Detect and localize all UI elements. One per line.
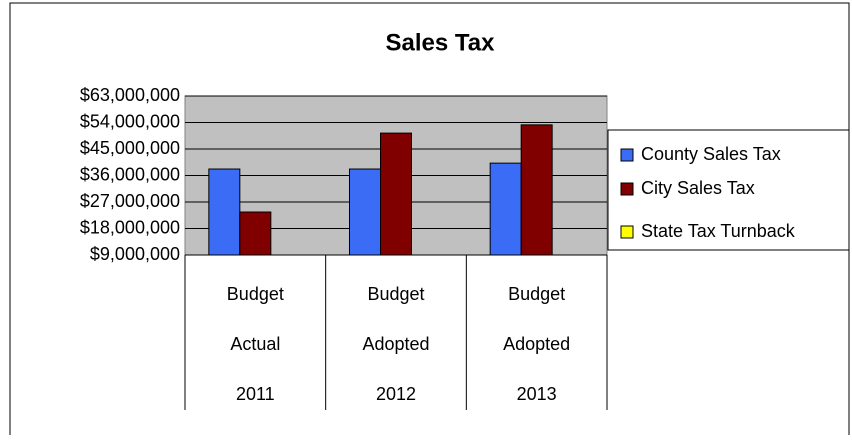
bar xyxy=(208,168,241,256)
legend-swatch xyxy=(620,225,634,239)
bar xyxy=(520,124,553,256)
y-tick-label: $27,000,000 xyxy=(80,191,180,211)
y-tick-label: $18,000,000 xyxy=(80,217,180,237)
bar xyxy=(489,162,522,256)
x-tick-label: Adopted xyxy=(362,334,429,354)
bar xyxy=(239,211,272,256)
bar xyxy=(349,168,381,256)
y-tick-label: $54,000,000 xyxy=(80,111,180,131)
legend-swatch xyxy=(620,148,634,162)
y-tick-label: $63,000,000 xyxy=(80,85,180,105)
legend-label: County Sales Tax xyxy=(641,144,781,164)
x-tick-label: 2012 xyxy=(376,384,416,404)
x-tick-label: Budget xyxy=(508,284,565,304)
legend-swatch xyxy=(620,182,634,196)
x-tick-label: 2013 xyxy=(517,384,557,404)
bar xyxy=(380,132,412,256)
y-tick-label: $45,000,000 xyxy=(80,138,180,158)
legend-label: City Sales Tax xyxy=(641,178,755,198)
legend-label: State Tax Turnback xyxy=(641,221,796,241)
x-tick-label: Actual xyxy=(230,334,280,354)
chart-title: Sales Tax xyxy=(386,29,496,56)
x-tick-label: 2011 xyxy=(236,384,275,404)
x-tick-label: Budget xyxy=(227,284,284,304)
y-tick-label: $9,000,000 xyxy=(90,244,180,264)
x-tick-label: Adopted xyxy=(503,334,570,354)
x-tick-label: Budget xyxy=(367,284,424,304)
legend xyxy=(607,129,850,251)
y-tick-label: $36,000,000 xyxy=(80,164,180,184)
